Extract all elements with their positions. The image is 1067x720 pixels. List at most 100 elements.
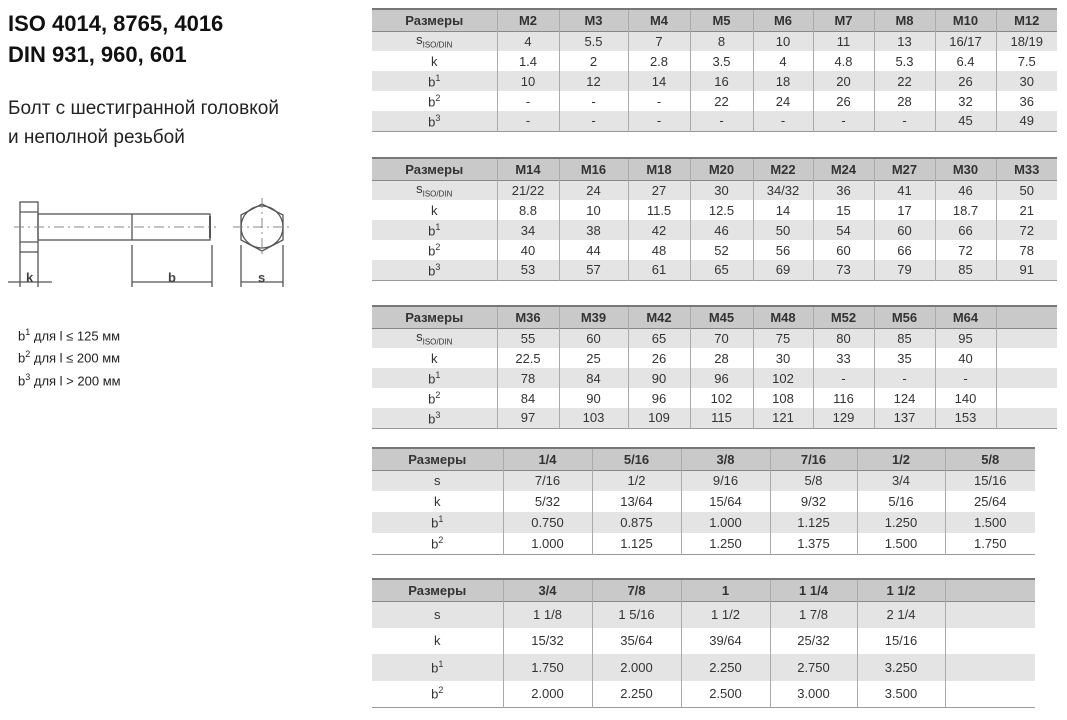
- header-sizes: Размеры: [408, 582, 467, 598]
- table-row: k 15/32 35/64 39/64 25/32 15/16: [372, 627, 1035, 654]
- table-cell: 60: [812, 240, 874, 260]
- table-cell: 34/32: [752, 180, 813, 200]
- table-cell: 3.000: [769, 680, 857, 707]
- table-cell: 18/19: [995, 31, 1057, 51]
- table-cell: 39/64: [680, 627, 770, 654]
- dimension-table: Размеры M2 M3 M4 M5 M6 M7 M8 M10 M12 sISO/DIN 4 5.5 7…: [372, 8, 1057, 132]
- table-cell: 42: [627, 220, 690, 240]
- table-cell: 10: [558, 200, 628, 220]
- table-cell: 2.750: [769, 654, 857, 681]
- table-cell: 36: [995, 91, 1057, 111]
- header-size: M4: [627, 9, 690, 31]
- table-cell: 153: [934, 408, 996, 428]
- table-cell: 109: [627, 408, 690, 428]
- table-cell: -: [689, 111, 753, 131]
- row-label: b1: [428, 72, 441, 90]
- table-cell: 24: [558, 180, 628, 200]
- table-header-row: Размеры 3/4 7/8 1 1 1/4 1 1/2: [372, 579, 1035, 601]
- table-cell: -: [812, 111, 874, 131]
- header-size: 1: [680, 579, 770, 601]
- table-row: b3 53 57 61 65 69 73 79 85 91: [372, 260, 1057, 280]
- table-cell: 90: [627, 368, 690, 388]
- table-cell: 25/64: [944, 491, 1035, 512]
- table-cell: 9/32: [769, 491, 857, 512]
- table-cell: 2.500: [680, 680, 770, 707]
- table-cell: 124: [873, 388, 935, 408]
- row-label: b2: [428, 389, 441, 407]
- row-label: b2: [431, 535, 444, 552]
- table-cell: 22: [873, 71, 935, 91]
- table-cell: 1.500: [944, 512, 1035, 533]
- subtitle-line-1: Болт с шестигранной головкой: [8, 98, 279, 119]
- table-cell: 9/16: [680, 470, 770, 491]
- header-size: M8: [873, 9, 935, 31]
- row-label: b1: [428, 369, 441, 387]
- table-cell: 35/64: [591, 627, 681, 654]
- header-size: M45: [689, 306, 753, 328]
- table-cell: 90: [558, 388, 628, 408]
- table-row: b1 1.750 2.000 2.250 2.750 3.250: [372, 654, 1035, 681]
- table-cell: 22: [689, 91, 753, 111]
- table-cell: -: [558, 111, 628, 131]
- header-sizes: Размеры: [405, 309, 464, 325]
- table-cell: [944, 654, 1035, 681]
- table-cell: [995, 368, 1057, 388]
- table-cell: 116: [812, 388, 874, 408]
- table-cell: 49: [995, 111, 1057, 131]
- table-row: b1 78 84 90 96 102- - -: [372, 368, 1057, 388]
- row-label: sISO/DIN: [416, 32, 453, 51]
- table-cell: -: [752, 111, 813, 131]
- table-cell: 85: [873, 328, 935, 348]
- table-cell: 50: [752, 220, 813, 240]
- table-cell: 2: [558, 51, 628, 71]
- row-label: sISO/DIN: [416, 329, 453, 348]
- table-cell: 40: [496, 240, 559, 260]
- table-row: k 8.8 10 11.5 12.5 14 15 17 18.7 21: [372, 200, 1057, 220]
- table-cell: 3.250: [856, 654, 945, 681]
- table-cell: 20: [812, 71, 874, 91]
- header-size: M3: [558, 9, 628, 31]
- table-cell: -: [558, 91, 628, 111]
- table-cell: 1 7/8: [769, 601, 857, 628]
- table-cell: 75: [752, 328, 813, 348]
- table-cell: [995, 328, 1057, 348]
- table-cell: 1.250: [680, 533, 770, 554]
- table-cell: 2.000: [591, 654, 681, 681]
- table-cell: 0.750: [502, 512, 592, 533]
- table-cell: 1 1/8: [502, 601, 592, 628]
- table-cell: 14: [627, 71, 690, 91]
- table-cell: 46: [689, 220, 753, 240]
- table-cell: 65: [627, 328, 690, 348]
- table-cell: -: [496, 111, 559, 131]
- table-cell: 18.7: [934, 200, 996, 220]
- table-cell: 44: [558, 240, 628, 260]
- standard-title: ISO 4014, 8765, 4016 DIN 931, 960, 601: [8, 8, 223, 70]
- table-cell: 5/8: [769, 470, 857, 491]
- table-cell: 55: [496, 328, 559, 348]
- table-cell: 3.500: [856, 680, 945, 707]
- table-row: s 1 1/8 1 5/16 1 1/2 1 7/8 2 1/4: [372, 601, 1035, 628]
- table-cell: 137: [873, 408, 935, 428]
- table-cell: -: [627, 91, 690, 111]
- header-size: M22: [752, 158, 813, 180]
- row-label: b1: [431, 659, 444, 676]
- table-header-row: Размеры M14 M16 M18 M20 M22 M24 M27 M30 M33: [372, 158, 1057, 180]
- table-cell: 41: [873, 180, 935, 200]
- header-size: M27: [873, 158, 935, 180]
- table-row: s 7/16 1/2 9/16 5/8 3/4 15/16: [372, 470, 1035, 491]
- table-row: sISO/DIN 55 60 65 70 75 80 85 95: [372, 328, 1057, 348]
- header-size: M33: [995, 158, 1057, 180]
- table-cell: 17: [873, 200, 935, 220]
- note-b1: b1 для l ≤ 125 мм: [18, 327, 121, 344]
- header-size: M56: [873, 306, 935, 328]
- table-row: b2 84 90 96 102 108 116 124 140: [372, 388, 1057, 408]
- dimension-table: Размеры 3/4 7/8 1 1 1/4 1 1/2 s 1 1/8 1 5/16 1 1/…: [372, 578, 1035, 708]
- table-cell: 5/32: [502, 491, 592, 512]
- table-cell: 34: [496, 220, 559, 240]
- table-row: k 5/32 13/64 15/64 9/32 5/16 25/64: [372, 491, 1035, 512]
- table-row: b3 97 103 109 115 121 129 137 153: [372, 408, 1057, 428]
- table-cell: 7/16: [502, 470, 592, 491]
- row-label: b2: [428, 241, 441, 259]
- table-cell: 21: [995, 200, 1057, 220]
- table-cell: 79: [873, 260, 935, 280]
